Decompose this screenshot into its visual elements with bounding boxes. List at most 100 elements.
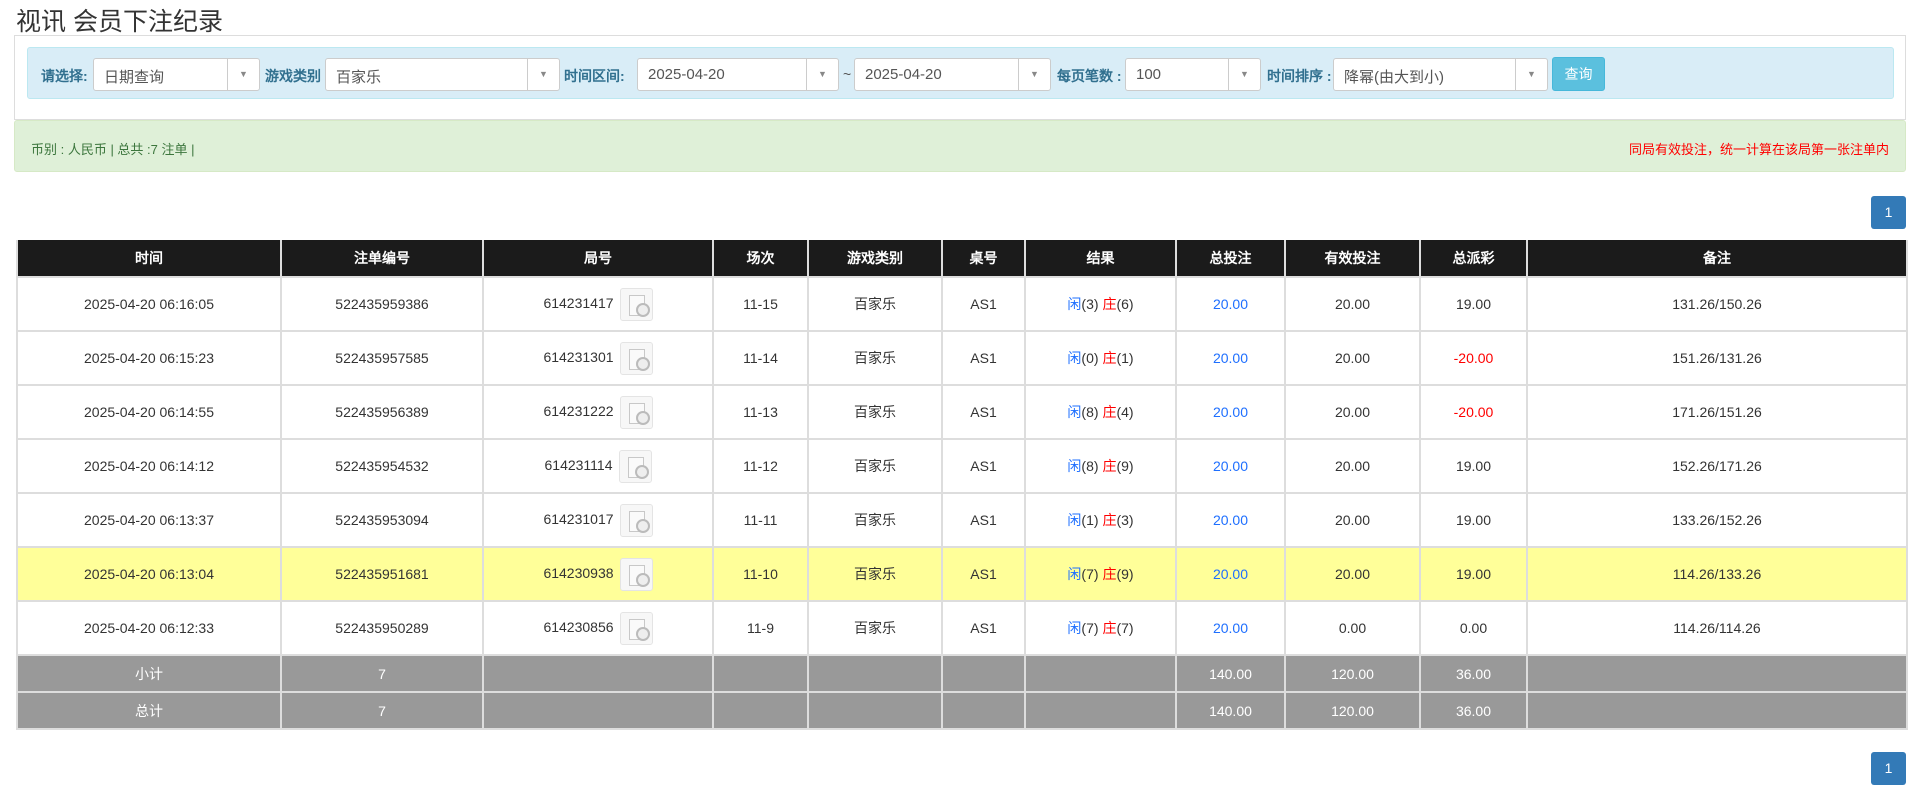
- banker-label: 庄: [1102, 404, 1117, 420]
- empty-cell: [1024, 654, 1177, 693]
- table-cell: AS1: [941, 384, 1026, 440]
- valid-bet-cell: 20.00: [1284, 492, 1421, 548]
- time-cell: 2025-04-20 06:14:12: [16, 438, 282, 494]
- video-replay-icon[interactable]: [619, 611, 653, 645]
- time-cell: 2025-04-20 06:13:37: [16, 492, 282, 548]
- per-page-select[interactable]: 100 ▼: [1125, 58, 1261, 91]
- total-bet-cell: 20.00: [1175, 438, 1286, 494]
- round-cell: 614231301: [482, 330, 714, 386]
- player-score: (0): [1081, 350, 1099, 366]
- note-cell: 114.26/114.26: [1526, 600, 1908, 656]
- result-cell: 闲(7) 庄(7): [1024, 600, 1177, 656]
- header-result: 结果: [1024, 240, 1177, 278]
- header-valid-bet: 有效投注: [1284, 240, 1421, 278]
- total-bet-sum: 140.00: [1175, 691, 1286, 730]
- total-bet-cell: 20.00: [1175, 330, 1286, 386]
- game-cell: 百家乐: [807, 438, 943, 494]
- query-type-select[interactable]: 日期查询 ▼: [93, 58, 260, 91]
- bet-id-cell: 522435950289: [280, 600, 484, 656]
- table-row: 2025-04-20 06:14:12 522435954532 614231114…: [16, 438, 1908, 494]
- valid-bet-cell: 20.00: [1284, 438, 1421, 494]
- bet-id-cell: 522435951681: [280, 546, 484, 602]
- summary-alert: 币别 : 人民币 | 总共 :7 注单 | 同局有效投注，统一计算在该局第一张注…: [14, 120, 1906, 172]
- chevron-down-icon: ▼: [527, 59, 559, 90]
- empty-cell: [807, 654, 943, 693]
- result-cell: 闲(8) 庄(9): [1024, 438, 1177, 494]
- video-replay-icon[interactable]: [618, 449, 652, 483]
- per-page-label: 每页笔数 :: [1057, 68, 1122, 84]
- query-type-value: 日期查询: [104, 69, 165, 86]
- banker-score: (9): [1116, 458, 1134, 474]
- shoe-cell: 11-11: [712, 492, 809, 548]
- video-replay-icon[interactable]: [619, 341, 653, 375]
- time-cell: 2025-04-20 06:14:55: [16, 384, 282, 440]
- date-to-select[interactable]: 2025-04-20 ▼: [854, 58, 1051, 91]
- table-cell: AS1: [941, 330, 1026, 386]
- range-separator: ~: [843, 66, 852, 82]
- empty-cell: [712, 691, 809, 730]
- header-note: 备注: [1526, 240, 1908, 278]
- round-number: 614231417: [543, 294, 614, 311]
- note-cell: 131.26/150.26: [1526, 276, 1908, 332]
- round-cell: 614230938: [482, 546, 714, 602]
- date-from-value: 2025-04-20: [648, 66, 725, 83]
- header-time: 时间: [16, 240, 282, 278]
- table-cell: AS1: [941, 546, 1026, 602]
- video-replay-icon[interactable]: [619, 287, 653, 321]
- total-bet-cell: 20.00: [1175, 546, 1286, 602]
- table-header-row: 时间 注单编号 局号 场次 游戏类别 桌号 结果 总投注 有效投注 总派彩 备注: [16, 240, 1908, 278]
- table-cell: AS1: [941, 438, 1026, 494]
- round-cell: 614230856: [482, 600, 714, 656]
- shoe-cell: 11-10: [712, 546, 809, 602]
- result-cell: 闲(8) 庄(4): [1024, 384, 1177, 440]
- player-label: 闲: [1067, 404, 1082, 420]
- empty-cell: [482, 654, 714, 693]
- total-label: 总计: [16, 691, 282, 730]
- sort-select[interactable]: 降幂(由大到小) ▼: [1333, 58, 1548, 91]
- total-bet-cell: 20.00: [1175, 600, 1286, 656]
- banker-score: (9): [1116, 566, 1134, 582]
- table-row: 2025-04-20 06:13:37 522435953094 614231017…: [16, 492, 1908, 548]
- payout-cell: 0.00: [1419, 600, 1528, 656]
- pagination-page-1-top[interactable]: 1: [1871, 196, 1906, 229]
- table-cell: AS1: [941, 276, 1026, 332]
- bet-id-cell: 522435953094: [280, 492, 484, 548]
- note-cell: 151.26/131.26: [1526, 330, 1908, 386]
- summary-text: 币别 : 人民币 | 总共 :7 注单 |: [31, 142, 195, 157]
- query-button[interactable]: 查询: [1552, 57, 1605, 91]
- player-label: 闲: [1067, 458, 1082, 474]
- player-score: (7): [1081, 620, 1099, 636]
- game-type-select[interactable]: 百家乐 ▼: [325, 58, 560, 91]
- total-label: 小计: [16, 654, 282, 693]
- empty-cell: [1526, 654, 1908, 693]
- payout-sum: 36.00: [1419, 691, 1528, 730]
- banker-score: (1): [1116, 350, 1134, 366]
- banker-score: (6): [1116, 296, 1134, 312]
- sort-label: 时间排序 :: [1267, 68, 1332, 84]
- empty-cell: [1024, 691, 1177, 730]
- valid-bet-cell: 20.00: [1284, 546, 1421, 602]
- pagination-page-1-bottom[interactable]: 1: [1871, 752, 1906, 785]
- banker-label: 庄: [1102, 620, 1117, 636]
- banker-score: (7): [1116, 620, 1134, 636]
- video-replay-icon[interactable]: [619, 503, 653, 537]
- header-round: 局号: [482, 240, 714, 278]
- video-replay-icon[interactable]: [619, 557, 653, 591]
- table-cell: AS1: [941, 492, 1026, 548]
- empty-cell: [482, 691, 714, 730]
- bet-id-cell: 522435957585: [280, 330, 484, 386]
- header-shoe: 场次: [712, 240, 809, 278]
- payout-cell: 19.00: [1419, 546, 1528, 602]
- empty-cell: [807, 691, 943, 730]
- grand-total-row: 总计 7 140.00 120.00 36.00: [16, 691, 1908, 730]
- shoe-cell: 11-9: [712, 600, 809, 656]
- subtotal-row: 小计 7 140.00 120.00 36.00: [16, 654, 1908, 693]
- bet-records-table: 时间 注单编号 局号 场次 游戏类别 桌号 结果 总投注 有效投注 总派彩 备注 2025-04-2…: [16, 240, 1908, 730]
- round-number: 614231301: [543, 348, 614, 365]
- round-cell: 614231417: [482, 276, 714, 332]
- header-game-type: 游戏类别: [807, 240, 943, 278]
- range-label: 时间区间:: [564, 68, 625, 84]
- video-replay-icon[interactable]: [619, 395, 653, 429]
- date-from-select[interactable]: 2025-04-20 ▼: [637, 58, 839, 91]
- note-cell: 133.26/152.26: [1526, 492, 1908, 548]
